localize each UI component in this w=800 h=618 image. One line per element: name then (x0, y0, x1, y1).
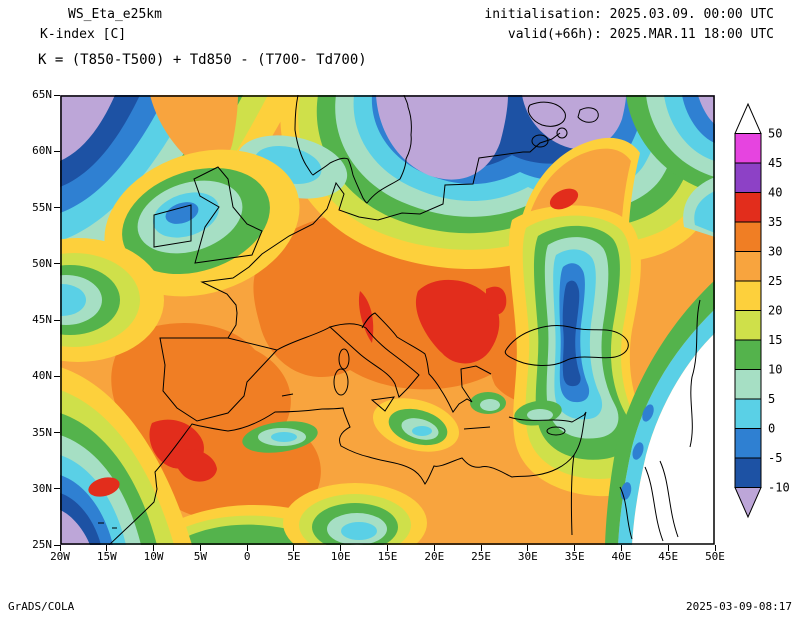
filled-contours (60, 95, 715, 545)
colorbar-segment-4 (734, 221, 762, 252)
colorbar-segment-2 (734, 162, 762, 193)
colorbar-segment-12 (734, 457, 762, 488)
map-frame (60, 95, 715, 545)
lon-tick-label-30E: 30E (517, 550, 538, 563)
colorbar-segment-13 (734, 487, 762, 519)
lon-tickmark (153, 545, 155, 551)
colorbar-level-40: 40 (768, 186, 782, 200)
colorbar-level-25: 25 (768, 274, 782, 288)
colorbar-level--10: -10 (768, 481, 790, 495)
lat-tick-label-50N: 50N (32, 256, 52, 270)
lon-tick-label-20E: 20E (424, 550, 445, 563)
lon-tick-label-5E: 5E (287, 550, 301, 563)
lat-tick-label-40N: 40N (32, 369, 52, 383)
lat-tick-label-45N: 45N (32, 313, 52, 326)
coastlines (98, 95, 701, 545)
lon-tick-label-0: 0 (243, 550, 251, 563)
valid-time: valid(+66h): 2025.MAR.11 18:00 UTC (507, 27, 774, 42)
lon-tickmark (527, 545, 529, 551)
no-data-region (632, 333, 715, 545)
colorbar-segment-10 (734, 398, 762, 429)
lon-tickmark (620, 545, 622, 551)
lat-tick-label-30N: 30N (32, 481, 52, 495)
map-svg (60, 95, 715, 545)
colorbar-segment-7 (734, 310, 762, 341)
lon-tickmark (480, 545, 482, 551)
lon-tickmark (246, 545, 248, 551)
colorbar-level-10: 10 (768, 363, 782, 377)
render-timestamp: 2025-03-09-08:17 (686, 600, 792, 613)
lon-tick-label-40E: 40E (611, 550, 632, 563)
colorbar-level-0: 0 (768, 422, 775, 436)
lon-tickmark (106, 545, 108, 551)
colorbar-level-50: 50 (768, 127, 782, 141)
colorbar-segment-9 (734, 369, 762, 400)
colorbar-segment-1 (734, 133, 762, 164)
lon-tickmark (387, 545, 388, 551)
lon-tick-label-35E: 35E (564, 550, 585, 563)
k-index-formula: K = (T850-T500) + Td850 - (T700- Td700) (38, 52, 367, 68)
lon-tick-label-10W: 10W (143, 550, 164, 563)
lat-tick-label-35N: 35N (32, 425, 52, 439)
colorbar-segment-11 (734, 428, 762, 459)
lon-tick-label-20W: 20W (50, 550, 70, 563)
lon-tick-label-25E: 25E (471, 550, 491, 563)
colorbar-level-30: 30 (768, 245, 782, 259)
map-plot-area (60, 95, 715, 545)
lat-tick-label-65N: 65N (32, 88, 52, 101)
lon-tick-label-50E: 50E (705, 550, 725, 563)
colorbar-segment-3 (734, 192, 762, 223)
colorbar-segment-6 (734, 280, 762, 311)
grads-credit: GrADS/COLA (8, 600, 75, 613)
colorbar-level-15: 15 (768, 333, 782, 347)
lon-tickmark (59, 545, 61, 551)
colorbar-level-20: 20 (768, 304, 782, 318)
lon-tickmark (714, 545, 716, 551)
colorbar-segment-0 (734, 102, 762, 134)
initialisation-time: initialisation: 2025.03.09. 00:00 UTC (484, 7, 774, 22)
lon-tickmark (199, 545, 201, 551)
lat-tick-label-25N: 25N (32, 538, 52, 551)
lon-tickmark (433, 545, 435, 551)
variable-title: K-index [C] (40, 27, 127, 42)
lon-tickmark (340, 545, 342, 551)
colorbar-level-45: 45 (768, 156, 782, 170)
lon-tick-label-15W: 15W (96, 550, 117, 563)
lon-tick-label-10E: 10E (330, 550, 351, 563)
lat-tick-label-55N: 55N (32, 200, 52, 214)
colorbar-level--5: -5 (768, 451, 782, 465)
colorbar-segment-8 (734, 339, 762, 370)
lat-tick-label-60N: 60N (32, 144, 52, 158)
lon-tick-label-45E: 45E (658, 550, 679, 563)
lon-tickmark (293, 545, 295, 551)
lon-tickmark (574, 545, 576, 551)
colorbar-level-5: 5 (768, 392, 775, 406)
colorbar-level-35: 35 (768, 215, 782, 229)
model-name: WS_Eta_e25km (68, 7, 162, 22)
lon-tickmark (667, 545, 669, 551)
lon-tick-label-5W: 5W (193, 550, 207, 563)
lon-tick-label-15E: 15E (377, 550, 398, 563)
colorbar-segment-5 (734, 251, 762, 282)
